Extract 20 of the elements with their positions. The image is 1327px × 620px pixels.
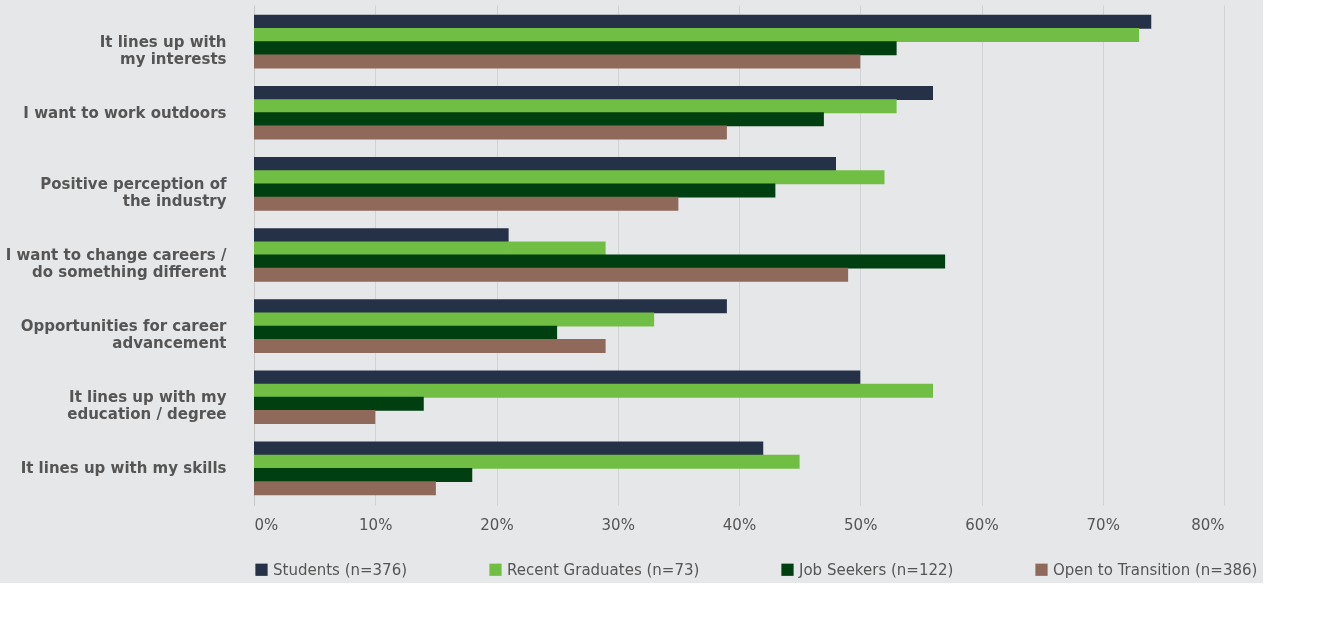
x-tick-label: 80% <box>1191 515 1225 534</box>
legend-label: Job Seekers (n=122) <box>798 560 954 579</box>
x-tick-label: 30% <box>601 515 635 534</box>
x-tick-label: 50% <box>844 515 878 534</box>
y-tick-label: It lines up with my education / degree <box>67 388 227 424</box>
legend-label: Students (n=376) <box>273 560 408 579</box>
y-tick-label: It lines up with my skills <box>20 459 227 478</box>
y-tick-label: I want to change careers / do something different <box>5 246 228 281</box>
y-tick-label: Positive perception of the industry <box>40 174 227 210</box>
x-tick-label: 20% <box>480 515 514 534</box>
legend-label: Open to Transition (n=386) <box>1053 560 1258 579</box>
x-tick-label: 10% <box>359 515 393 534</box>
y-tick-label: I want to work outdoors <box>23 103 227 122</box>
y-tick-label: It lines up with my interests <box>99 32 227 68</box>
y-tick-label: Opportunities for career advancement <box>20 317 228 353</box>
x-tick-label: 40% <box>722 515 757 534</box>
x-tick-label: 0% <box>254 515 279 534</box>
x-tick-label: 70% <box>1086 515 1120 534</box>
x-tick-label: 60% <box>965 515 999 534</box>
legend-label: Recent Graduates (n=73) <box>507 560 700 579</box>
